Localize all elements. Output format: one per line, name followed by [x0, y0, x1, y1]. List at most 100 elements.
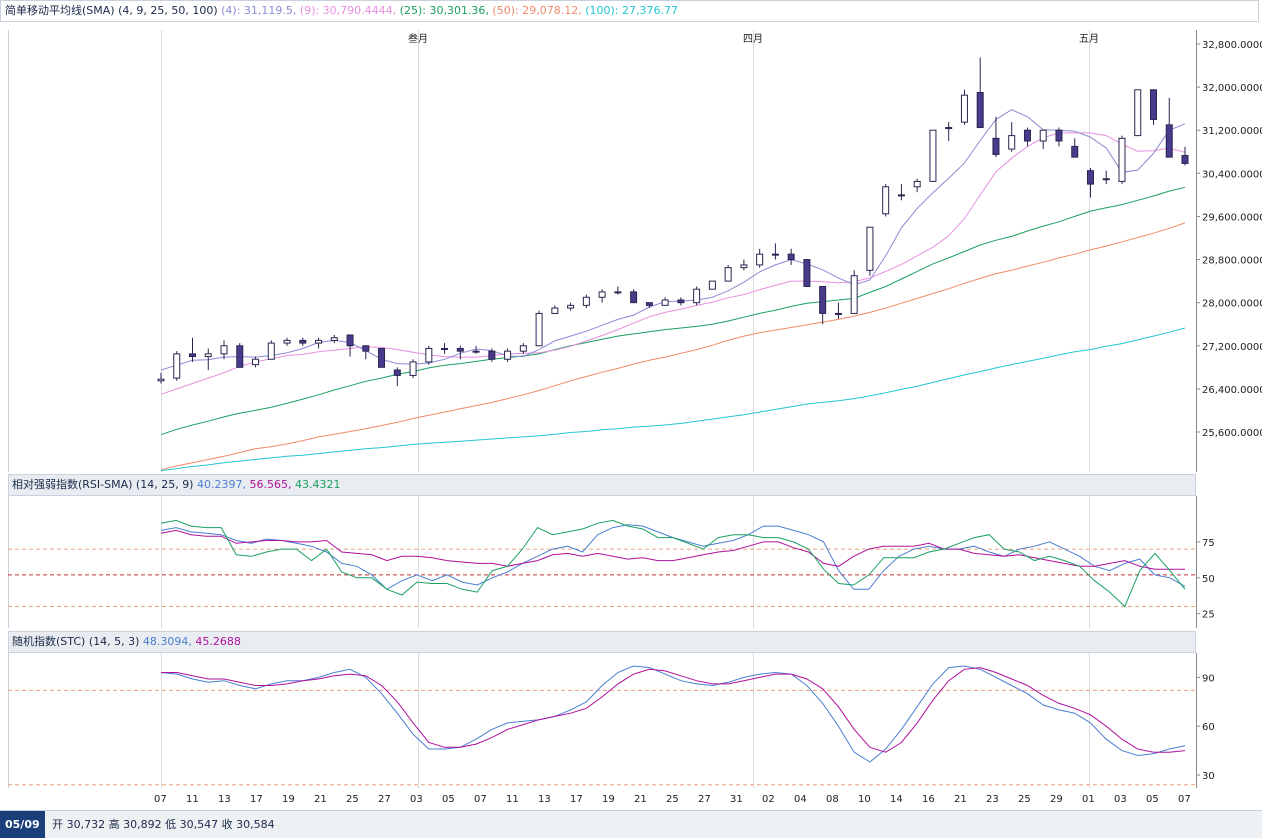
- price-axis-label: 30,400.0000: [1202, 169, 1262, 180]
- sma-line: [160, 327, 1186, 472]
- price-axis-label: 29,600.0000: [1202, 212, 1262, 223]
- candle: [1118, 135, 1126, 185]
- date-tick-label: 10: [858, 794, 871, 805]
- date-tick-label: 05: [442, 794, 455, 805]
- candle: [1181, 146, 1189, 166]
- candle: [519, 343, 527, 354]
- rsi-legend: 相对强弱指数(RSI-SMA) (14, 25, 9) 40.2397, 56.…: [8, 474, 1196, 496]
- candle: [630, 289, 638, 304]
- candle: [1134, 89, 1142, 137]
- x-axis: 07 11 13 17 19 21 25 27 03 05 07 11 13 17 19 21 25 27 31 02…: [0, 790, 1262, 808]
- candle: [882, 184, 890, 217]
- candle: [976, 57, 984, 129]
- candle: [803, 259, 811, 288]
- indicator-line: [160, 665, 1186, 763]
- price-axis-label: 32,800.0000: [1202, 40, 1262, 51]
- rsi-chart: 75 50 25: [8, 496, 1215, 628]
- rsi-legend-item: 40.2397: [196, 478, 243, 491]
- candle: [315, 337, 323, 349]
- date-tick-label: 25: [666, 794, 679, 805]
- candle: [551, 305, 559, 314]
- candle: [708, 280, 716, 290]
- candle: [771, 243, 779, 260]
- date-tick-label: 17: [570, 794, 583, 805]
- date-tick-label: 19: [602, 794, 615, 805]
- candle: [567, 302, 575, 311]
- date-tick-label: 27: [698, 794, 711, 805]
- candle: [252, 356, 260, 368]
- candle: [1086, 167, 1094, 198]
- candle: [913, 178, 921, 193]
- candle: [1149, 89, 1157, 125]
- candle: [299, 337, 307, 346]
- date-tick-label: 04: [794, 794, 807, 805]
- rsi-axis-label: 25: [1202, 610, 1215, 621]
- sma-line: [160, 132, 1186, 395]
- candle: [236, 343, 244, 368]
- candle: [850, 270, 858, 314]
- date-tick-label: 03: [410, 794, 423, 805]
- date-tick-label: 07: [474, 794, 487, 805]
- date-tick-label: 31: [730, 794, 743, 805]
- date-tick-label: 13: [538, 794, 551, 805]
- rsi-axis-label: 75: [1202, 538, 1215, 549]
- candle: [378, 347, 386, 368]
- sma-legend-title: 简单移动平均线(SMA) (4, 9, 25, 50, 100): [5, 4, 218, 17]
- date-tick-label: 05: [1146, 794, 1159, 805]
- candle: [1071, 138, 1079, 158]
- candle: [504, 348, 512, 362]
- date-tick-label: 25: [1018, 794, 1031, 805]
- stc-legend-title: 随机指数(STC) (14, 5, 3): [12, 635, 140, 648]
- rsi-legend-item: 56.565: [245, 478, 288, 491]
- candle: [929, 129, 937, 182]
- candle: [1055, 127, 1063, 147]
- candle: [834, 302, 842, 319]
- date-tick-label: 21: [954, 794, 967, 805]
- candle: [441, 343, 449, 354]
- price-axis-label: 32,000.0000: [1202, 83, 1262, 94]
- sma-line: [160, 186, 1186, 436]
- date-tick-label: 19: [282, 794, 295, 805]
- stc-legend-item: 48.3094: [142, 635, 189, 648]
- stc-axis-label: 90: [1202, 673, 1215, 684]
- rsi-legend-title: 相对强弱指数(RSI-SMA) (14, 25, 9): [12, 478, 194, 491]
- candle: [283, 337, 291, 346]
- indicator-line: [161, 667, 1186, 753]
- date-tick-label: 27: [378, 794, 391, 805]
- month-label: 四月: [743, 33, 763, 45]
- price-axis-label: 25,600.0000: [1202, 428, 1262, 439]
- candle: [945, 122, 953, 141]
- date-tick-label: 16: [922, 794, 935, 805]
- candle: [488, 348, 496, 362]
- candle: [866, 226, 874, 276]
- price-axis-label: 27,200.0000: [1202, 342, 1262, 353]
- rsi-axis-label: 50: [1202, 574, 1215, 585]
- candle: [409, 359, 417, 379]
- sma-line: [160, 222, 1186, 471]
- candle: [220, 340, 228, 360]
- candle: [362, 345, 370, 360]
- date-tick-label: 08: [826, 794, 839, 805]
- date-tick-label: 11: [186, 794, 199, 805]
- date-tick-label: 21: [634, 794, 647, 805]
- candle: [472, 345, 480, 354]
- date-tick-label: 14: [890, 794, 903, 805]
- candle: [1023, 127, 1031, 147]
- stc-chart: 90 60 30: [8, 653, 1215, 788]
- ohlc-info-bar: 05/09 开 30,732 高 30,892 低 30,547 收 30,58…: [0, 810, 1262, 838]
- date-tick-label: 13: [218, 794, 231, 805]
- sma-legend: 简单移动平均线(SMA) (4, 9, 25, 50, 100) (4): 31…: [0, 0, 1259, 22]
- candle: [330, 335, 338, 344]
- candle: [614, 286, 622, 295]
- candle: [204, 348, 212, 371]
- main-legend-item: (50): 29,078.12: [488, 4, 579, 17]
- candle: [456, 345, 464, 360]
- main-legend-item: (9): 30,790.4444: [296, 4, 393, 17]
- candle: [1102, 170, 1110, 185]
- candle: [425, 345, 433, 365]
- date-tick-label: 29: [1050, 794, 1063, 805]
- stc-legend-item: 45.2688: [191, 635, 241, 648]
- price-axis-label: 26,400.0000: [1202, 385, 1262, 396]
- candle: [157, 372, 165, 384]
- candle: [535, 310, 543, 347]
